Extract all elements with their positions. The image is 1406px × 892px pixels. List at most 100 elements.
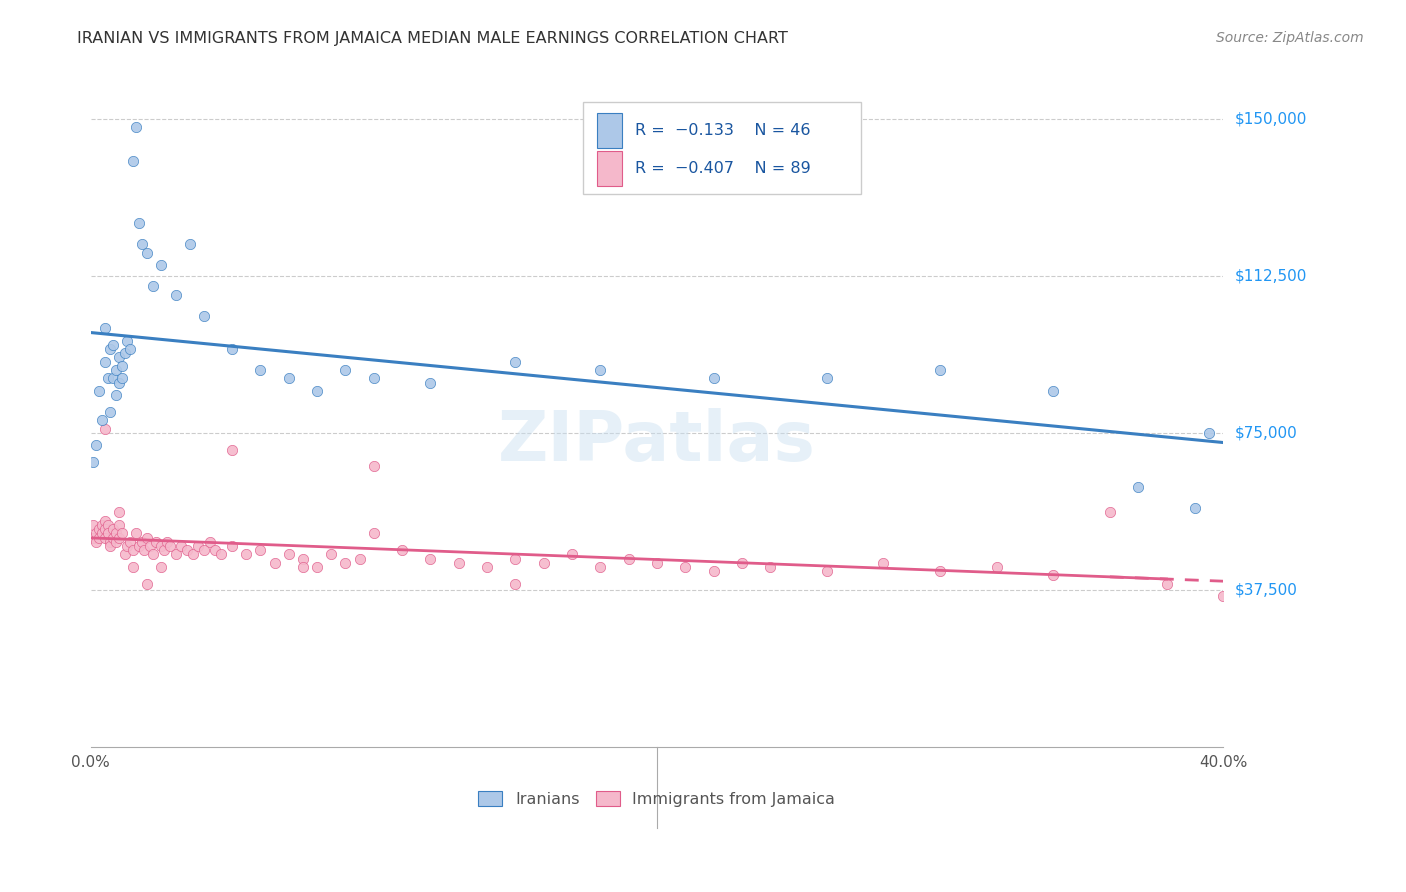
Point	[335, 363, 357, 377]
Point	[159, 539, 181, 553]
Point	[82, 455, 104, 469]
Legend: Iranians, Immigrants from Jamaica: Iranians, Immigrants from Jamaica	[472, 785, 842, 814]
Point	[91, 413, 114, 427]
Point	[759, 560, 782, 574]
Point	[122, 153, 145, 168]
Point	[533, 556, 555, 570]
Point	[108, 506, 131, 520]
Point	[291, 560, 314, 574]
Point	[165, 547, 187, 561]
Point	[277, 547, 299, 561]
Point	[100, 539, 122, 553]
Point	[505, 576, 527, 591]
Point	[872, 556, 894, 570]
Point	[103, 371, 125, 385]
Point	[153, 543, 176, 558]
FancyBboxPatch shape	[583, 103, 860, 194]
Point	[108, 518, 131, 533]
Point	[209, 547, 232, 561]
Point	[561, 547, 583, 561]
Point	[108, 351, 131, 365]
Point	[929, 363, 952, 377]
Point	[114, 346, 136, 360]
Point	[1212, 589, 1234, 603]
Point	[136, 576, 159, 591]
Point	[120, 534, 142, 549]
Point	[114, 547, 136, 561]
Point	[103, 531, 125, 545]
Point	[142, 547, 165, 561]
Point	[277, 371, 299, 385]
Point	[363, 526, 385, 541]
Point	[815, 564, 838, 578]
Point	[170, 539, 193, 553]
FancyBboxPatch shape	[598, 112, 621, 148]
Point	[125, 526, 148, 541]
Point	[475, 560, 498, 574]
Point	[156, 534, 179, 549]
Text: $150,000: $150,000	[1234, 112, 1306, 127]
Point	[1156, 576, 1178, 591]
Point	[986, 560, 1008, 574]
Text: R =  −0.407    N = 89: R = −0.407 N = 89	[636, 161, 811, 176]
Text: ZIPatlas: ZIPatlas	[498, 409, 815, 475]
Point	[1128, 480, 1150, 494]
Text: Source: ZipAtlas.com: Source: ZipAtlas.com	[1216, 31, 1364, 45]
Point	[84, 526, 107, 541]
Point	[105, 534, 128, 549]
Point	[108, 376, 131, 390]
Point	[179, 237, 201, 252]
Point	[97, 371, 120, 385]
Point	[105, 526, 128, 541]
Point	[193, 309, 215, 323]
Point	[505, 354, 527, 368]
Point	[105, 363, 128, 377]
Text: $75,000: $75,000	[1234, 425, 1296, 441]
Point	[94, 522, 117, 536]
Point	[249, 543, 271, 558]
Point	[111, 359, 134, 373]
Text: $112,500: $112,500	[1234, 268, 1306, 284]
Point	[108, 531, 131, 545]
Point	[87, 522, 110, 536]
Point	[363, 459, 385, 474]
Text: R =  −0.133    N = 46: R = −0.133 N = 46	[636, 123, 811, 137]
Point	[447, 556, 470, 570]
Point	[136, 245, 159, 260]
Point	[249, 363, 271, 377]
Point	[307, 384, 329, 398]
Point	[120, 342, 142, 356]
Point	[142, 279, 165, 293]
Text: $37,500: $37,500	[1234, 582, 1298, 598]
Point	[1098, 506, 1121, 520]
Point	[335, 556, 357, 570]
Point	[198, 534, 221, 549]
Point	[419, 551, 441, 566]
Point	[181, 547, 204, 561]
Point	[349, 551, 371, 566]
Point	[111, 371, 134, 385]
Point	[391, 543, 413, 558]
FancyBboxPatch shape	[598, 151, 621, 186]
Point	[94, 354, 117, 368]
Point	[419, 376, 441, 390]
Point	[1042, 568, 1064, 582]
Point	[702, 371, 724, 385]
Point	[100, 342, 122, 356]
Point	[815, 371, 838, 385]
Point	[84, 438, 107, 452]
Point	[235, 547, 257, 561]
Point	[91, 518, 114, 533]
Point	[105, 388, 128, 402]
Point	[122, 560, 145, 574]
Point	[165, 287, 187, 301]
Point	[128, 217, 150, 231]
Point	[122, 543, 145, 558]
Point	[134, 543, 156, 558]
Point	[150, 258, 173, 272]
Point	[111, 526, 134, 541]
Point	[128, 539, 150, 553]
Point	[145, 534, 167, 549]
Point	[645, 556, 668, 570]
Point	[1198, 425, 1220, 440]
